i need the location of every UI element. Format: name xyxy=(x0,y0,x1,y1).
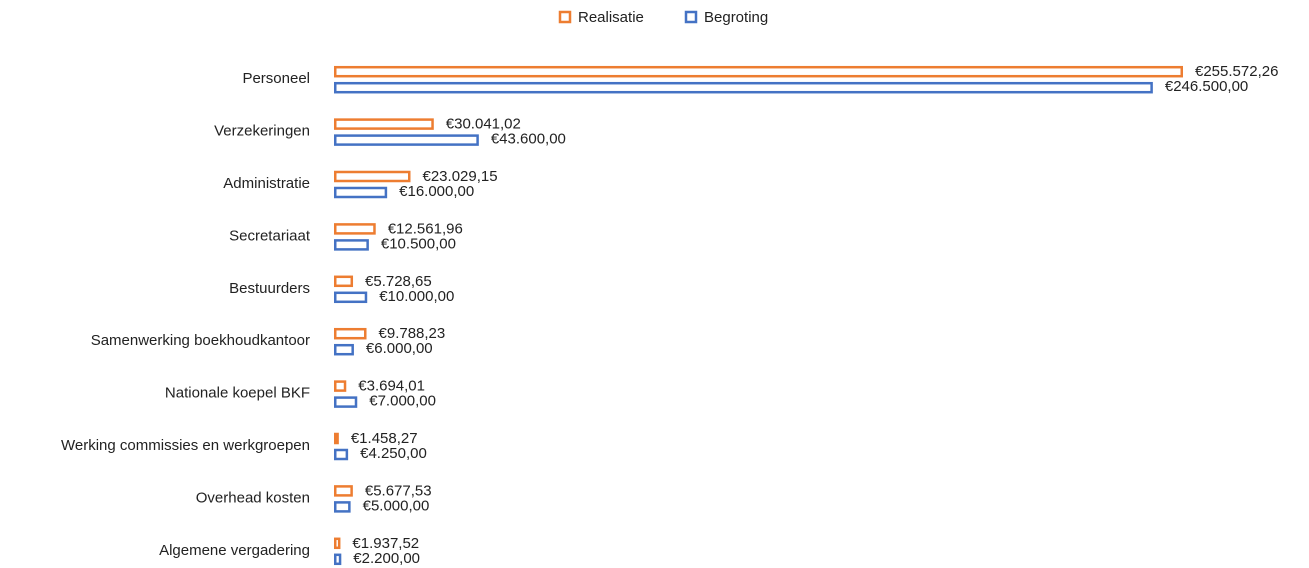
data-label: €6.000,00 xyxy=(366,340,433,357)
bar xyxy=(334,170,411,183)
data-label: €43.600,00 xyxy=(491,131,566,148)
bar xyxy=(334,81,1153,94)
y-tick-label: Nationale koepel BKF xyxy=(165,385,310,402)
data-label: €16.000,00 xyxy=(399,183,474,200)
bar xyxy=(334,537,341,550)
bar xyxy=(334,65,1183,78)
bar xyxy=(334,380,347,392)
data-label: €1.937,52 xyxy=(352,535,419,552)
y-tick-label: Werking commissies en werkgroepen xyxy=(61,437,310,454)
legend-label: Begroting xyxy=(704,9,768,26)
y-tick-label: Overhead kosten xyxy=(196,489,310,506)
legend-swatch xyxy=(558,10,572,24)
bar xyxy=(334,485,353,497)
data-label: €12.561,96 xyxy=(388,220,463,237)
data-label: €4.250,00 xyxy=(360,445,427,462)
legend-label: Realisatie xyxy=(578,9,644,26)
data-label: €23.029,15 xyxy=(423,168,498,185)
data-label: €1.458,27 xyxy=(351,430,418,447)
bar xyxy=(334,223,376,235)
legend-swatch xyxy=(684,10,698,24)
y-tick-label: Algemene vergadering xyxy=(159,542,310,559)
bar xyxy=(334,118,434,130)
bar xyxy=(334,448,349,461)
data-label: €5.677,53 xyxy=(365,482,432,499)
y-tick-label: Secretariaat xyxy=(229,227,311,244)
bar xyxy=(334,343,354,356)
bar xyxy=(334,327,367,340)
y-tick-label: Bestuurders xyxy=(229,280,310,297)
bar xyxy=(334,501,351,513)
data-label: €30.041,02 xyxy=(446,116,521,133)
data-label: €2.200,00 xyxy=(353,550,420,567)
bar xyxy=(334,553,342,566)
y-tick-label: Verzekeringen xyxy=(214,123,310,140)
y-tick-label: Administratie xyxy=(223,175,310,192)
bar xyxy=(334,396,358,408)
bar xyxy=(334,239,369,251)
bar xyxy=(334,134,479,146)
data-label: €246.500,00 xyxy=(1165,78,1248,95)
bar xyxy=(334,291,368,304)
data-label: €9.788,23 xyxy=(379,325,446,342)
y-tick-label: Personeel xyxy=(242,70,310,87)
y-tick-label: Samenwerking boekhoudkantoor xyxy=(91,332,310,349)
bar xyxy=(334,186,388,199)
bar xyxy=(334,432,339,445)
data-label: €5.728,65 xyxy=(365,273,432,290)
bar xyxy=(334,275,354,288)
data-label: €3.694,01 xyxy=(358,378,425,395)
data-label: €7.000,00 xyxy=(369,393,436,410)
data-label: €5.000,00 xyxy=(363,497,430,514)
data-label: €10.500,00 xyxy=(381,235,456,252)
data-label: €10.000,00 xyxy=(379,288,454,305)
data-label: €255.572,26 xyxy=(1195,63,1278,80)
